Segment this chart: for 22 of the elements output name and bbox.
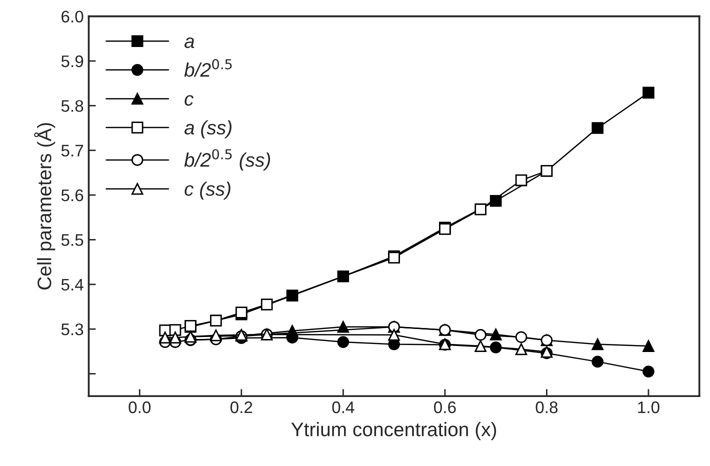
x-tick-label: 0.6	[434, 401, 456, 414]
y-tick-label: 5.9	[61, 55, 84, 68]
legend-label: a	[184, 37, 194, 48]
legend-label: b/2$^{0.5}$	[184, 59, 232, 77]
x-tick-label: 0.0	[128, 401, 151, 414]
x-tick-label: 0.4	[332, 401, 354, 414]
x-axis-title: Ytrium concentration (x)	[291, 422, 496, 440]
y-tick-label: 5.8	[61, 100, 84, 112]
y-tick-label: 5.6	[61, 189, 84, 202]
y-axis-title: Cell parameters (Å)	[34, 123, 56, 290]
legend-label: c (ss)	[184, 182, 230, 200]
legend-label: b/2$^{0.5}$ (ss)	[184, 149, 270, 171]
x-tick-label: 0.8	[536, 401, 558, 414]
x-tick-label: 1.0	[638, 401, 660, 414]
y-tick-label: 6.0	[62, 10, 84, 23]
y-tick-label: 5.7	[61, 144, 84, 157]
legend-label: c	[184, 95, 194, 106]
x-tick-label: 0.2	[230, 401, 252, 414]
y-tick-label: 5.5	[61, 234, 84, 246]
y-tick-label: 5.3	[61, 323, 84, 336]
y-tick-label: 5.4	[61, 278, 84, 291]
legend-label: a (ss)	[184, 120, 232, 138]
